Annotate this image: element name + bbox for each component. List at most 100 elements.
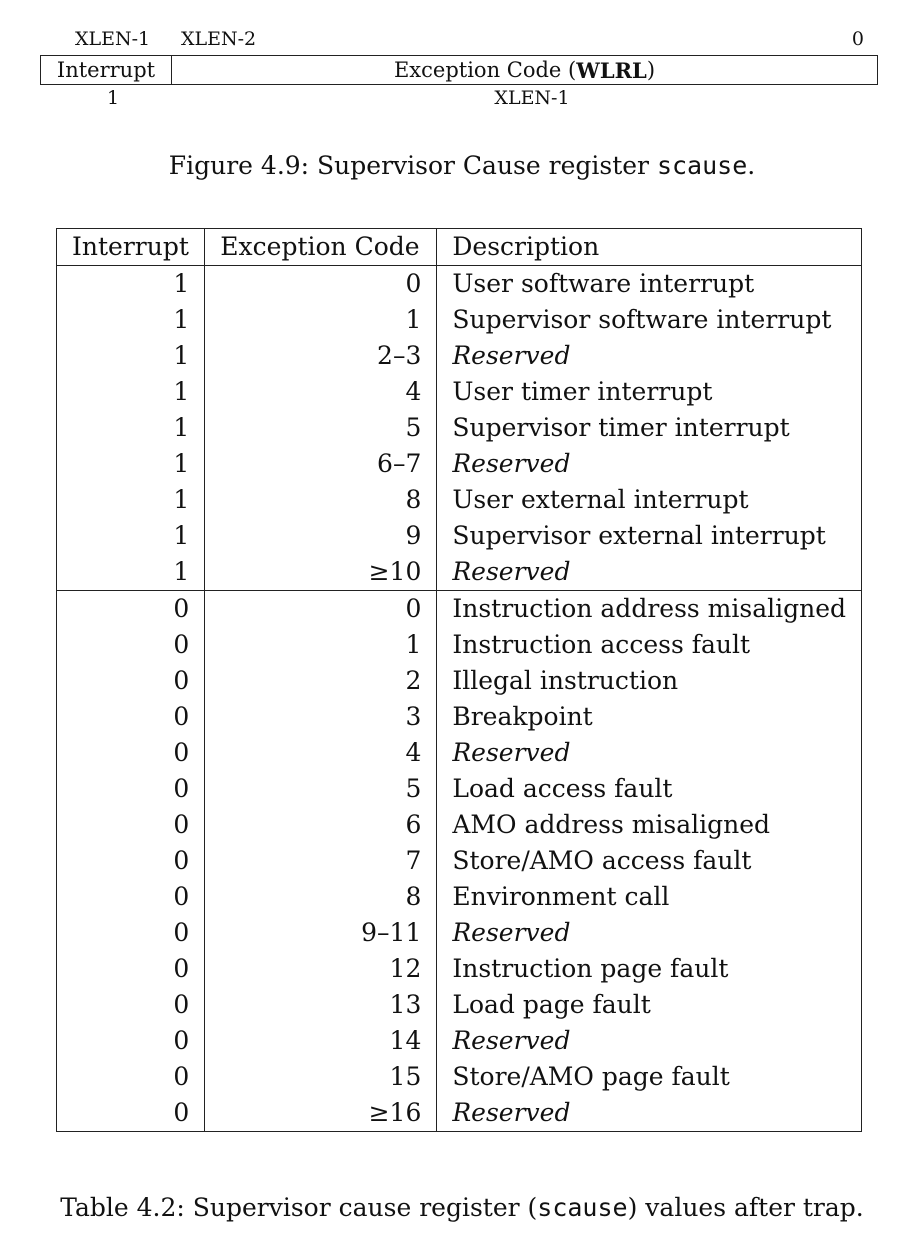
register-field-exception-code: Exception Code (WLRL) [172, 56, 877, 84]
table-row: 0 7 Store/AMO access fault [56, 843, 862, 879]
table-row: 1 5 Supervisor timer interrupt [56, 410, 862, 446]
cell-interrupt: 0 [56, 1095, 206, 1132]
table-row: 0 8 Environment call [56, 879, 862, 915]
bit-label-zero: 0 [851, 28, 864, 50]
table-row: 0 9–11 Reserved [56, 915, 862, 951]
register-bit-positions: XLEN-1 XLEN-2 0 [40, 28, 878, 52]
cell-interrupt: 1 [56, 302, 206, 338]
table-row: 0 2 Illegal instruction [56, 663, 862, 699]
cell-description: Illegal instruction [452, 666, 679, 695]
cell-exception-code: 0 [204, 265, 438, 302]
table-caption-suffix: ) values after trap. [627, 1193, 864, 1222]
cell-interrupt: 0 [56, 663, 206, 699]
table-caption: Table 4.2: Supervisor cause register (sc… [0, 1193, 924, 1222]
cell-exception-code: 5 [204, 771, 438, 807]
cell-description: Environment call [452, 882, 670, 911]
cell-description: Supervisor software interrupt [452, 305, 832, 334]
cell-exception-code: 6–7 [204, 446, 438, 482]
table-row: 0 0 Instruction address misaligned [56, 590, 862, 627]
cell-description: Reserved [452, 1026, 571, 1055]
cell-description: Reserved [452, 557, 571, 586]
figure-caption-code: scause [656, 151, 748, 180]
figure-caption-suffix: . [747, 151, 756, 180]
cell-exception-code: 14 [204, 1023, 438, 1059]
cell-interrupt: 0 [56, 627, 206, 663]
cell-description: Reserved [452, 738, 571, 767]
table-row: 1 8 User external interrupt [56, 482, 862, 518]
cell-interrupt: 0 [56, 1023, 206, 1059]
cell-interrupt: 0 [56, 771, 206, 807]
cell-exception-code: 9–11 [204, 915, 438, 951]
cell-exception-code: ≥10 [204, 554, 438, 591]
cell-description: Reserved [452, 341, 571, 370]
cell-interrupt: 0 [56, 915, 206, 951]
field-exception-prefix: Exception Code ( [393, 58, 577, 82]
cell-exception-code: 6 [204, 807, 438, 843]
cell-description: Supervisor timer interrupt [452, 413, 790, 442]
width-exception-code: XLEN-1 [494, 87, 570, 109]
cell-interrupt: 0 [56, 951, 206, 987]
cell-description: User timer interrupt [452, 377, 713, 406]
table-row: 1 2–3 Reserved [56, 338, 862, 374]
cell-description: Instruction address misaligned [436, 590, 862, 627]
cell-exception-code: ≥16 [204, 1095, 438, 1132]
cell-description: Instruction page fault [452, 954, 729, 983]
header-interrupt: Interrupt [56, 228, 206, 266]
table-row: 1 ≥10 Reserved [56, 554, 862, 591]
cell-interrupt: 0 [56, 735, 206, 771]
cell-exception-code: 13 [204, 987, 438, 1023]
field-exception-suffix: ) [646, 58, 656, 82]
cell-interrupt: 1 [56, 338, 206, 374]
table-caption-code: scause [537, 1193, 628, 1222]
header-exception-code: Exception Code [204, 228, 438, 266]
cell-description: Store/AMO page fault [452, 1062, 730, 1091]
cell-description: Load page fault [452, 990, 651, 1019]
table-row: 1 4 User timer interrupt [56, 374, 862, 410]
cell-interrupt: 1 [56, 518, 206, 554]
figure-caption: Figure 4.9: Supervisor Cause register sc… [0, 151, 924, 180]
cell-description: User software interrupt [452, 269, 755, 298]
cell-interrupt: 0 [56, 590, 206, 627]
register-field-interrupt: Interrupt [41, 56, 172, 84]
cell-exception-code: 5 [204, 410, 438, 446]
table-row: 1 0 User software interrupt [56, 265, 862, 302]
register-diagram: Interrupt Exception Code (WLRL) [40, 55, 878, 85]
cell-interrupt: 0 [56, 987, 206, 1023]
cell-description: Supervisor external interrupt [452, 521, 826, 550]
table-row: 0 ≥16 Reserved [56, 1095, 862, 1132]
cell-interrupt: 0 [56, 879, 206, 915]
cell-interrupt: 1 [56, 265, 206, 302]
cell-description: AMO address misaligned [452, 810, 771, 839]
field-exception-bold: WLRL [576, 57, 647, 83]
width-interrupt: 1 [106, 87, 120, 109]
register-field-widths: 1 XLEN-1 [40, 87, 878, 111]
table-row: 0 3 Breakpoint [56, 699, 862, 735]
table-row: 0 13 Load page fault [56, 987, 862, 1023]
cell-exception-code: 2–3 [204, 338, 438, 374]
cell-description: Reserved [452, 918, 571, 947]
cell-interrupt: 1 [56, 446, 206, 482]
cell-exception-code: 2 [204, 663, 438, 699]
cell-exception-code: 0 [204, 590, 438, 627]
cell-description: Store/AMO access fault [452, 846, 752, 875]
table-row: 0 4 Reserved [56, 735, 862, 771]
figure-caption-prefix: Figure 4.9: Supervisor Cause register [168, 151, 657, 180]
cell-exception-code: 12 [204, 951, 438, 987]
cell-interrupt: 1 [56, 482, 206, 518]
cell-exception-code: 15 [204, 1059, 438, 1095]
cell-interrupt: 0 [56, 843, 206, 879]
cell-description: Load access fault [452, 774, 673, 803]
cell-interrupt: 1 [56, 410, 206, 446]
cell-exception-code: 8 [204, 482, 438, 518]
cell-interrupt: 0 [56, 1059, 206, 1095]
bit-label-xlen-2: XLEN-2 [181, 28, 257, 50]
cell-interrupt: 0 [56, 807, 206, 843]
table-row: 0 14 Reserved [56, 1023, 862, 1059]
cell-description: Reserved [452, 449, 571, 478]
table-row: 0 1 Instruction access fault [56, 627, 862, 663]
cell-interrupt: 1 [56, 554, 206, 591]
cell-description: Reserved [452, 1098, 571, 1127]
cell-exception-code: 4 [204, 735, 438, 771]
table-row: 1 1 Supervisor software interrupt [56, 302, 862, 338]
